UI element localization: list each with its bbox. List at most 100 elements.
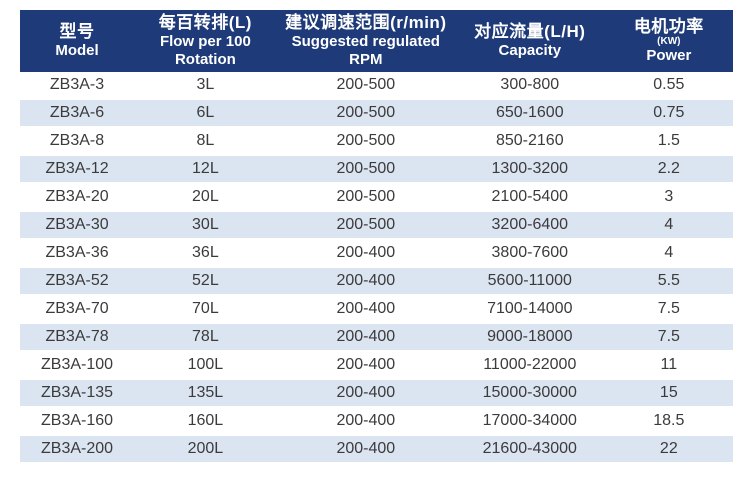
cell-flow: 36L [192, 244, 219, 261]
column-header-model: 型号 Model [20, 10, 135, 72]
cell-model: ZB3A-3 [49, 76, 105, 93]
cell-capacity: 7100-14000 [487, 300, 573, 317]
cell-flow: 12L [192, 160, 219, 177]
table-row: ZB3A-8 8L 200-500 850-2160 1.5 [20, 127, 733, 155]
header-line: 对应流量(L/H) [474, 22, 586, 42]
header-line: 建议调速范围(r/min) [285, 13, 447, 33]
cell-power: 2.2 [657, 160, 680, 177]
cell-rpm: 200-400 [336, 384, 396, 401]
spec-table-container: 型号 Model 每百转排(L) Flow per 100 Rotation 建议调速范围… [20, 10, 733, 464]
cell-power: 4 [664, 216, 674, 233]
table-row: ZB3A-135 135L 200-400 15000-30000 15 [20, 379, 733, 407]
cell-flow: 200L [187, 440, 224, 457]
cell-rpm: 200-500 [336, 216, 396, 233]
header-line: (KW) [657, 35, 681, 47]
header-line: Capacity [498, 42, 562, 60]
cell-power: 0.75 [653, 104, 685, 121]
cell-model: ZB3A-52 [45, 272, 109, 289]
cell-flow: 70L [192, 300, 219, 317]
cell-power: 7.5 [657, 328, 680, 345]
table-row: ZB3A-30 30L 200-500 3200-6400 4 [20, 211, 733, 239]
table-row: ZB3A-78 78L 200-400 9000-18000 7.5 [20, 323, 733, 351]
cell-flow: 3L [196, 76, 215, 93]
header-row: 型号 Model 每百转排(L) Flow per 100 Rotation 建议调速范围… [20, 10, 733, 72]
cell-model: ZB3A-30 [45, 216, 109, 233]
cell-power: 15 [659, 384, 678, 401]
header-line: Rotation [174, 51, 236, 69]
cell-model: ZB3A-6 [49, 104, 105, 121]
cell-rpm: 200-500 [336, 160, 396, 177]
cell-model: ZB3A-12 [45, 160, 109, 177]
cell-rpm: 200-500 [336, 132, 396, 149]
header-line: 每百转排(L) [158, 13, 252, 33]
table-row: ZB3A-6 6L 200-500 650-1600 0.75 [20, 99, 733, 127]
header-line: Model [55, 42, 99, 60]
table-row: ZB3A-3 3L 200-500 300-800 0.55 [20, 72, 733, 99]
cell-flow: 160L [187, 412, 224, 429]
cell-model: ZB3A-36 [45, 244, 109, 261]
pump-spec-table: 型号 Model 每百转排(L) Flow per 100 Rotation 建议调速范围… [20, 10, 733, 464]
table-row: ZB3A-70 70L 200-400 7100-14000 7.5 [20, 295, 733, 323]
cell-model: ZB3A-100 [41, 356, 114, 373]
cell-model: ZB3A-8 [49, 132, 105, 149]
cell-flow: 6L [196, 104, 215, 121]
table-body: ZB3A-3 3L 200-500 300-800 0.55 ZB3A-6 6L 200-50… [20, 72, 733, 463]
cell-flow: 8L [196, 132, 215, 149]
cell-flow: 78L [192, 328, 219, 345]
cell-capacity: 11000-22000 [483, 356, 577, 373]
table-row: ZB3A-200 200L 200-400 21600-43000 22 [20, 435, 733, 463]
table-row: ZB3A-100 100L 200-400 11000-22000 11 [20, 351, 733, 379]
cell-rpm: 200-500 [336, 76, 396, 93]
column-header-flow: 每百转排(L) Flow per 100 Rotation [134, 10, 277, 72]
table-head: 型号 Model 每百转排(L) Flow per 100 Rotation 建议调速范围… [20, 10, 733, 72]
cell-rpm: 200-400 [336, 328, 396, 345]
table-row: ZB3A-52 52L 200-400 5600-11000 5.5 [20, 267, 733, 295]
cell-rpm: 200-400 [336, 356, 396, 373]
cell-capacity: 21600-43000 [482, 440, 577, 457]
cell-capacity: 5600-11000 [487, 272, 572, 289]
cell-capacity: 850-2160 [495, 132, 564, 149]
table-row: ZB3A-160 160L 200-400 17000-34000 18.5 [20, 407, 733, 435]
header-line: 电机功率 [633, 16, 704, 36]
cell-model: ZB3A-70 [45, 300, 109, 317]
header-line: Flow per 100 [159, 33, 251, 51]
column-header-capacity: 对应流量(L/H) Capacity [454, 10, 605, 72]
header-line: Suggested regulated [291, 33, 440, 51]
cell-capacity: 650-1600 [495, 104, 564, 121]
cell-power: 3 [664, 188, 674, 205]
cell-capacity: 1300-3200 [491, 160, 569, 177]
cell-model: ZB3A-20 [45, 188, 109, 205]
cell-flow: 100L [187, 356, 224, 373]
cell-power: 7.5 [657, 300, 680, 317]
cell-model: ZB3A-200 [41, 440, 114, 457]
cell-rpm: 200-400 [336, 272, 396, 289]
cell-rpm: 200-400 [336, 440, 396, 457]
cell-rpm: 200-400 [336, 412, 396, 429]
cell-capacity: 300-800 [500, 76, 560, 93]
column-header-rpm: 建议调速范围(r/min) Suggested regulated RPM [276, 10, 455, 72]
header-line: Power [646, 47, 692, 65]
cell-model: ZB3A-160 [41, 412, 114, 429]
cell-rpm: 200-400 [336, 244, 396, 261]
cell-flow: 20L [192, 188, 219, 205]
cell-power: 1.5 [657, 132, 680, 149]
cell-power: 18.5 [653, 412, 685, 429]
cell-capacity: 3800-7600 [491, 244, 569, 261]
cell-power: 0.55 [653, 76, 685, 93]
cell-capacity: 9000-18000 [487, 328, 573, 345]
cell-flow: 135L [187, 384, 224, 401]
column-header-power: 电机功率 (KW) Power [604, 10, 733, 72]
cell-power: 5.5 [657, 272, 680, 289]
cell-power: 11 [660, 356, 678, 373]
cell-power: 22 [659, 440, 678, 457]
cell-rpm: 200-500 [336, 104, 396, 121]
table-row: ZB3A-12 12L 200-500 1300-3200 2.2 [20, 155, 733, 183]
table-row: ZB3A-36 36L 200-400 3800-7600 4 [20, 239, 733, 267]
cell-rpm: 200-400 [336, 300, 396, 317]
cell-capacity: 2100-5400 [491, 188, 569, 205]
cell-capacity: 17000-34000 [482, 412, 577, 429]
cell-model: ZB3A-135 [41, 384, 114, 401]
header-line: 型号 [59, 22, 95, 42]
cell-model: ZB3A-78 [45, 328, 109, 345]
